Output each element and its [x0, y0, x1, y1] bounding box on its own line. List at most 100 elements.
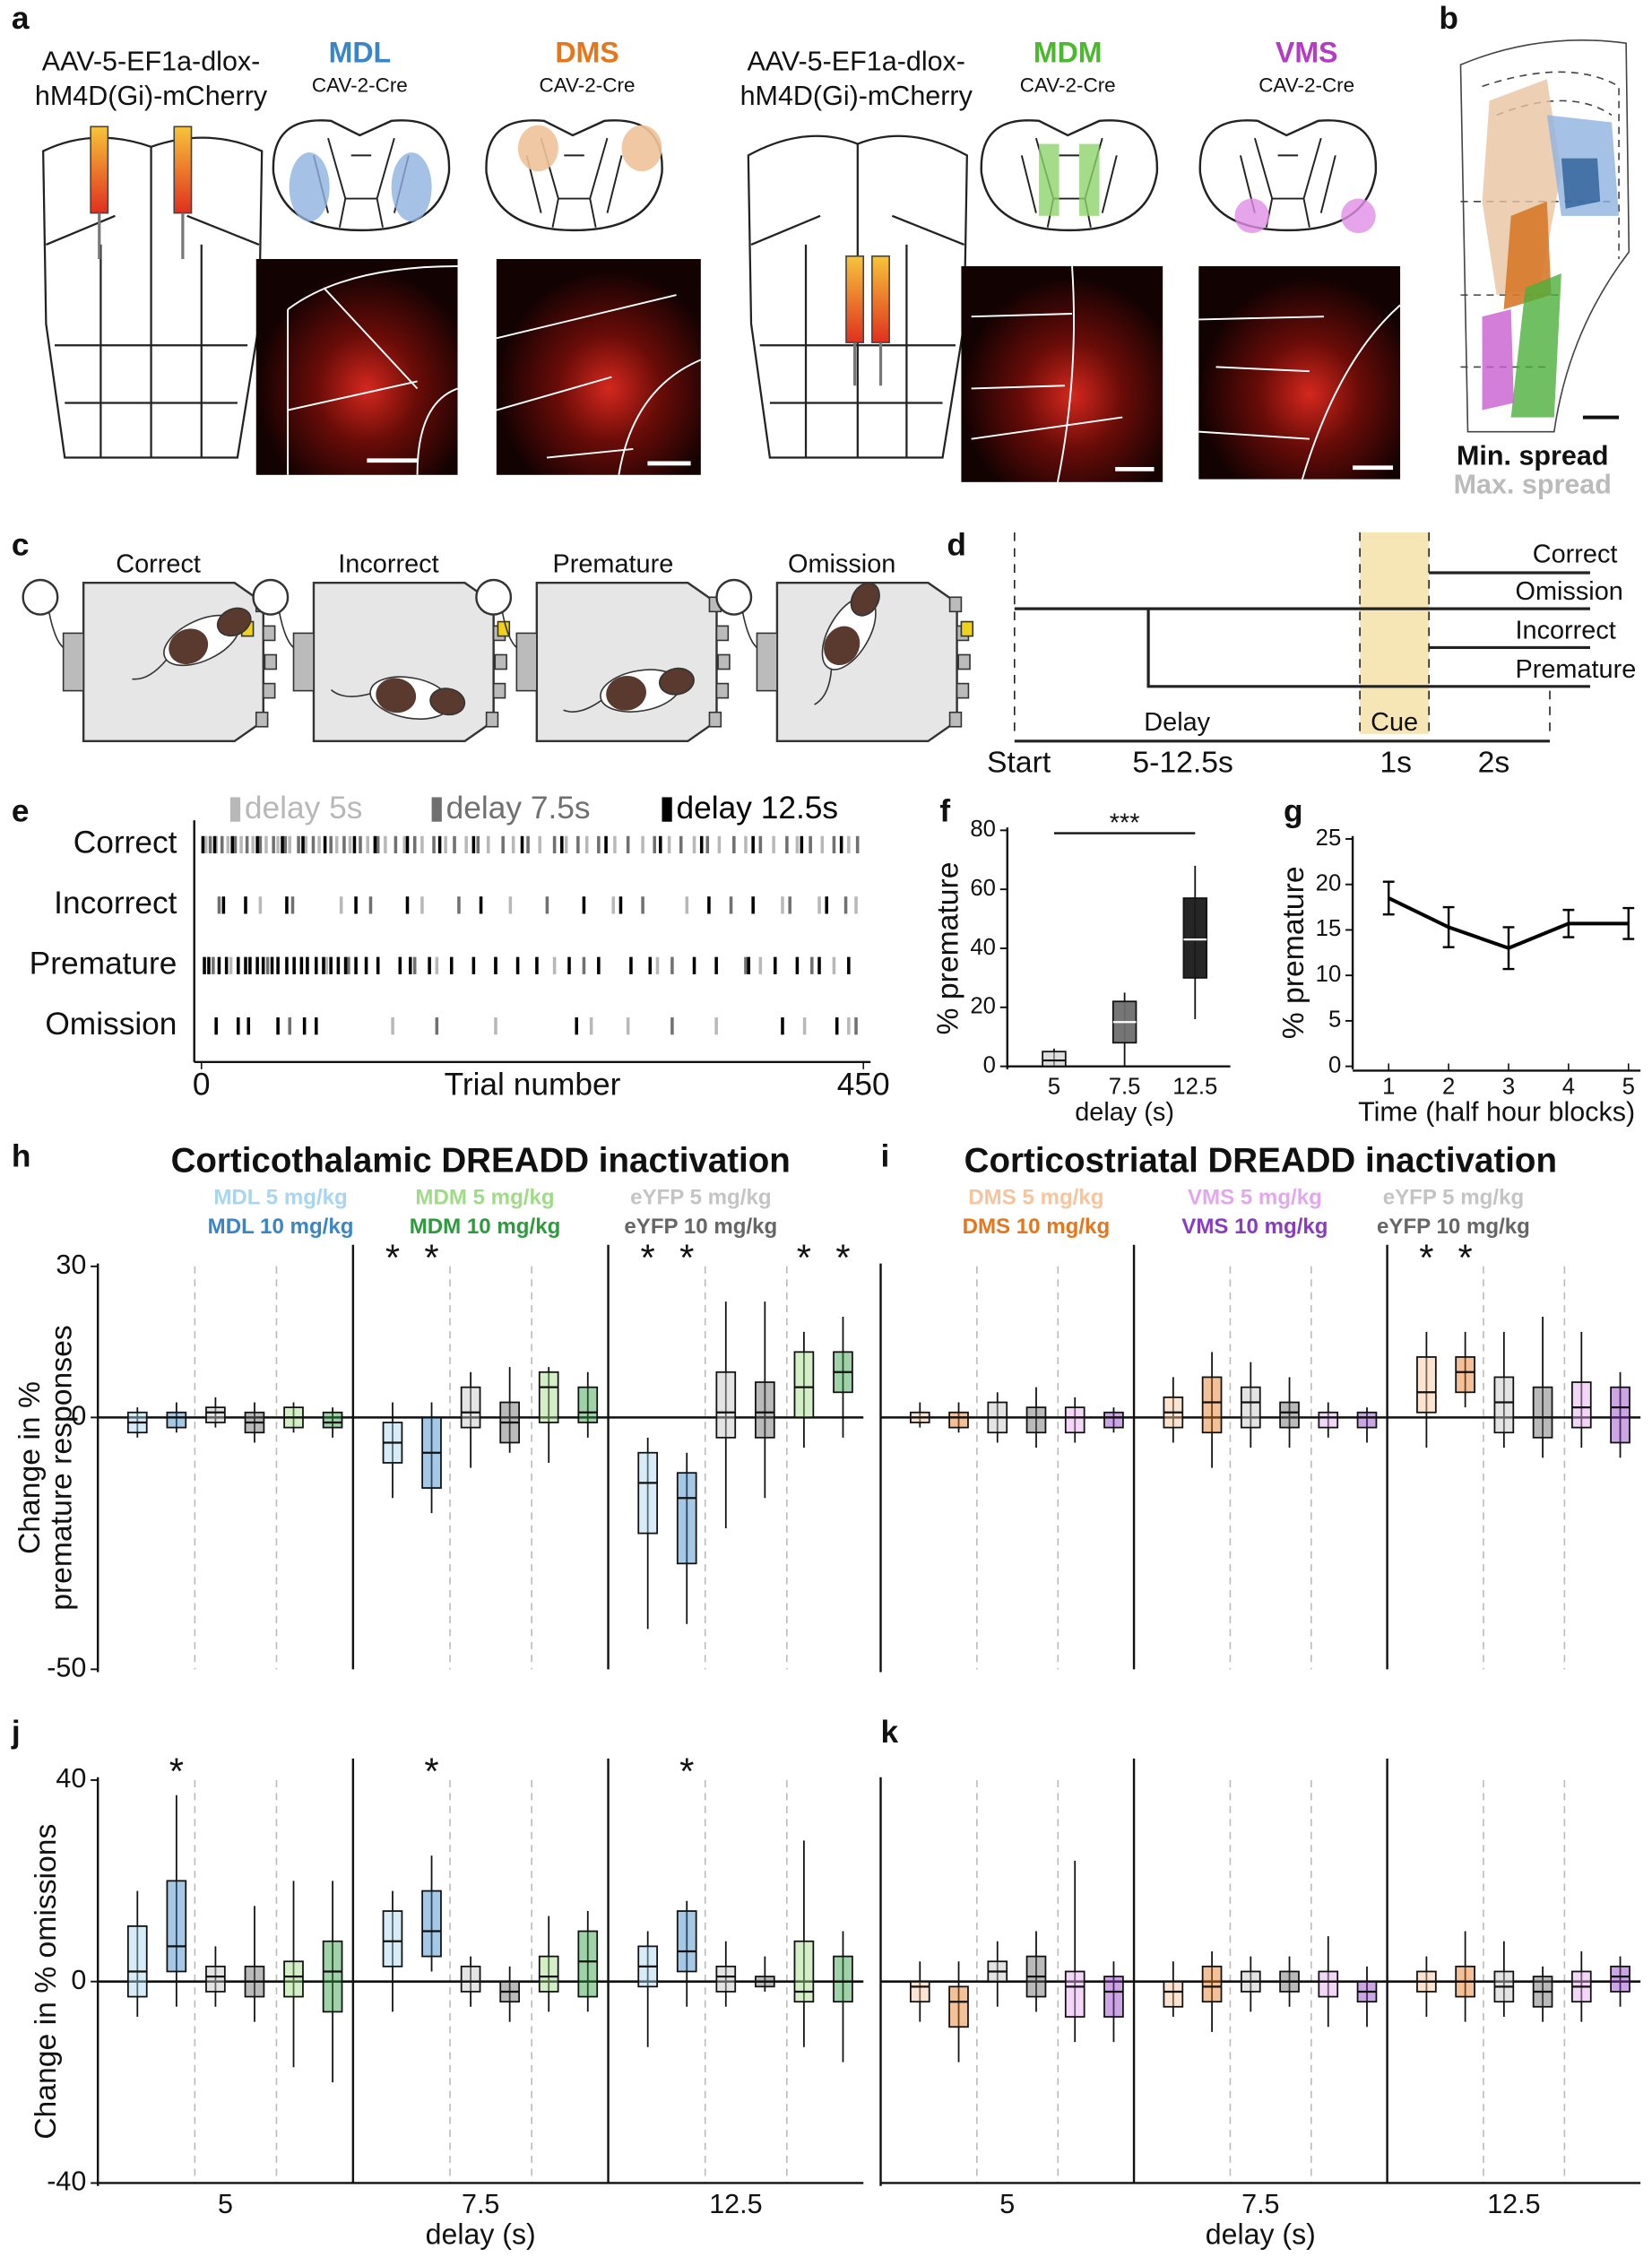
x-axis-label: delay (s)	[1075, 1098, 1174, 1127]
y-tick-label: -50	[47, 1652, 86, 1682]
x-axis-label: Time (half hour blocks)	[1358, 1097, 1635, 1128]
box	[421, 1889, 442, 1958]
y-tick-label: 60	[970, 876, 996, 901]
virus-label: hM4D(Gi)-mCherry	[35, 81, 268, 111]
box	[1103, 1411, 1124, 1429]
significance-label: *	[641, 1236, 655, 1278]
box	[382, 1910, 403, 1967]
legend-label: eYFP 10 mg/kg	[1377, 1215, 1530, 1239]
x-tick-label: 12.5	[1487, 2189, 1540, 2219]
target-label: DMS	[555, 36, 618, 68]
spread-schematic	[1459, 39, 1630, 433]
box	[1279, 1401, 1300, 1429]
box	[205, 1965, 226, 1993]
box	[1318, 1411, 1339, 1429]
box	[538, 1371, 559, 1423]
box	[793, 1351, 815, 1419]
virus-label: hM4D(Gi)-mCherry	[740, 81, 973, 111]
panel-label: j	[11, 1715, 21, 1750]
box	[1416, 1356, 1437, 1414]
legend-swatch	[229, 797, 241, 822]
box	[1025, 1406, 1047, 1434]
timeline-phase: Delay	[1144, 708, 1210, 737]
outcome-label: Omission	[788, 550, 895, 579]
x-axis-label: delay (s)	[1206, 2218, 1316, 2250]
box	[1064, 1970, 1085, 2018]
x-tick-label: 5	[1048, 1075, 1060, 1100]
x-tick-label: 0	[193, 1067, 211, 1102]
significance-label: *	[1458, 1236, 1473, 1278]
y-tick-label: 0	[71, 1400, 86, 1431]
legend-label: eYFP 5 mg/kg	[630, 1186, 771, 1210]
target-label: MDL	[329, 36, 392, 68]
y-tick-label: 25	[1316, 826, 1342, 851]
y-axis-label: Change in %	[13, 1381, 47, 1554]
legend-swatch	[431, 797, 442, 822]
y-tick-label: 0	[983, 1052, 996, 1077]
significance-label: *	[835, 1236, 850, 1278]
y-axis-label: Change in % omissions	[29, 1824, 63, 2140]
timeline-outcome: Omission	[1515, 577, 1622, 606]
box	[322, 1940, 343, 2013]
row-label: Premature	[30, 947, 177, 981]
timeline-phase: Cue	[1371, 708, 1418, 737]
legend-label: VMS 10 mg/kg	[1181, 1215, 1328, 1239]
error-bar	[1562, 908, 1575, 938]
legend-label: DMS 10 mg/kg	[963, 1215, 1111, 1239]
box	[460, 1386, 481, 1429]
row-label: Omission	[45, 1007, 177, 1042]
virus-label: AAV-5-EF1a-dlox-	[747, 47, 965, 77]
timeline-outcome: Premature	[1515, 655, 1636, 684]
box	[637, 1451, 658, 1535]
box	[948, 1411, 969, 1429]
panel-label: k	[881, 1715, 899, 1750]
timeline-time: 5-12.5s	[1132, 745, 1233, 779]
box	[205, 1406, 226, 1423]
x-tick-label: 4	[1562, 1075, 1575, 1100]
x-tick-label: 5	[218, 2189, 233, 2219]
box	[1610, 1386, 1630, 1444]
legend-label: delay 7.5s	[446, 791, 591, 826]
significance-label: *	[1419, 1236, 1433, 1278]
error-bar	[1622, 906, 1635, 940]
timeline	[1014, 532, 1590, 743]
y-axis-label: premature responses	[45, 1325, 79, 1610]
box	[1493, 1376, 1515, 1434]
box	[909, 1980, 930, 2003]
panel-label: h	[12, 1139, 31, 1174]
y-tick-label: 0	[1328, 1052, 1341, 1077]
x-tick-label: 1	[1382, 1075, 1395, 1100]
box	[1182, 897, 1208, 979]
y-axis-label: % premature	[930, 862, 964, 1035]
coronal-section	[272, 119, 1378, 234]
cre-label: CAV-2-Cre	[1258, 74, 1354, 96]
panel-label: f	[939, 793, 950, 828]
x-tick-label: 3	[1502, 1075, 1515, 1100]
x-tick-label: 5	[1622, 1075, 1635, 1100]
box	[833, 1955, 853, 2003]
panel-label: i	[881, 1139, 890, 1174]
error-bar	[1442, 905, 1455, 948]
outcome-label: Correct	[116, 550, 201, 579]
box	[577, 1930, 599, 1998]
outcome-label: Incorrect	[338, 550, 438, 579]
y-axis-label: % premature	[1276, 866, 1310, 1039]
box	[715, 1371, 737, 1439]
box	[166, 1411, 187, 1429]
box	[577, 1386, 599, 1423]
box	[1064, 1406, 1085, 1434]
significance-label: *	[424, 1751, 438, 1793]
legend-label: MDM 10 mg/kg	[410, 1215, 561, 1239]
virus-label: AAV-5-EF1a-dlox-	[42, 47, 261, 77]
row-label: Correct	[74, 826, 177, 860]
box	[793, 1940, 815, 2003]
x-axis-label: delay (s)	[426, 2218, 536, 2250]
cre-label: CAV-2-Cre	[312, 74, 408, 96]
chart-title: Corticothalamic DREADD inactivation	[171, 1141, 791, 1180]
box	[755, 1381, 775, 1439]
significance-label: *	[797, 1236, 811, 1278]
box	[126, 1925, 148, 1998]
box	[1455, 1356, 1475, 1394]
timeline-time: 1s	[1380, 745, 1412, 779]
